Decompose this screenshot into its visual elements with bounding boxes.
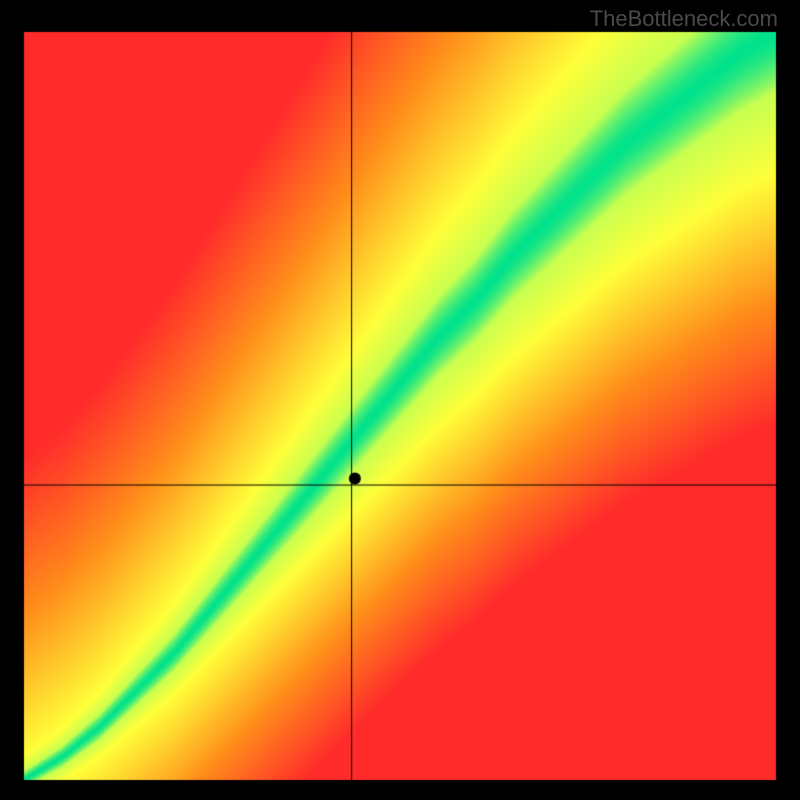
watermark-text: TheBottleneck.com — [590, 6, 778, 32]
chart-container: TheBottleneck.com — [0, 0, 800, 800]
heatmap-canvas — [0, 0, 800, 800]
